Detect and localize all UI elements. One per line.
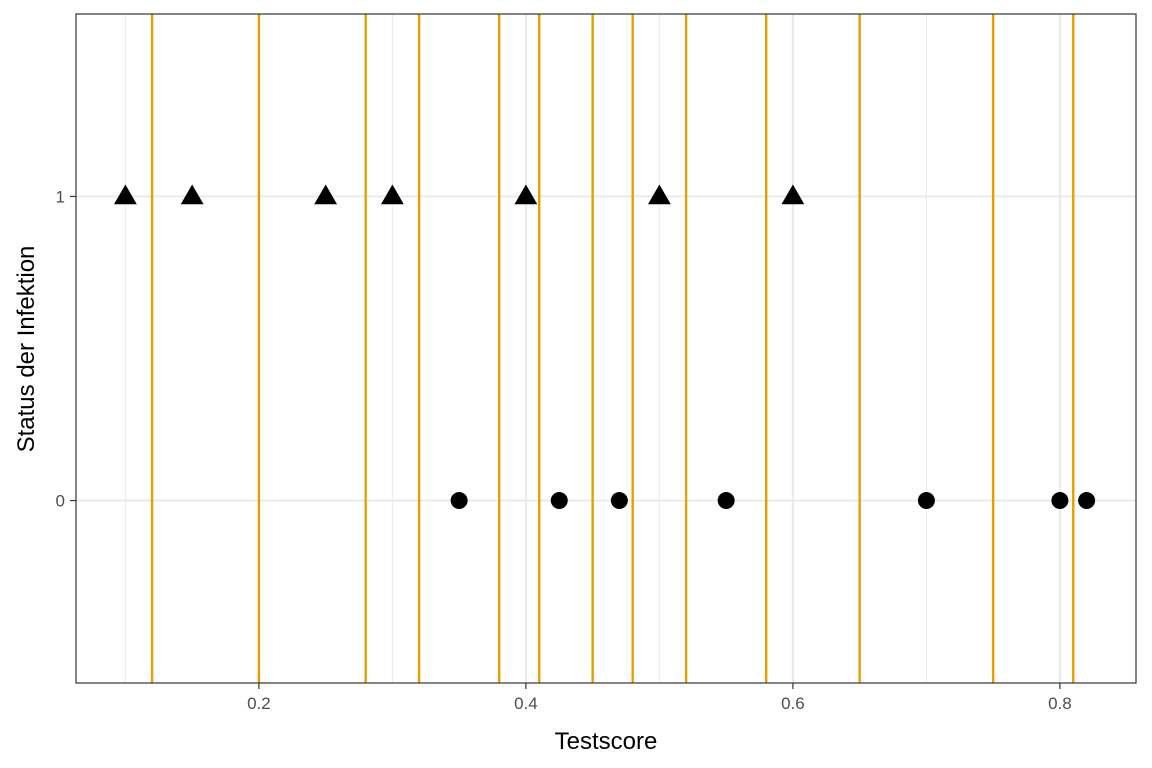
x-axis-title: Testscore xyxy=(555,728,658,755)
triangle-point xyxy=(180,184,204,205)
panel-background xyxy=(76,14,1136,683)
x-tick-label: 0.6 xyxy=(781,694,805,713)
circle-point xyxy=(610,492,628,510)
y-tick-label: 1 xyxy=(56,187,65,206)
x-tick-label: 0.8 xyxy=(1048,694,1072,713)
x-axis: 0.2 0.4 0.6 0.8 xyxy=(247,683,1072,713)
circle-point xyxy=(450,492,468,510)
triangle-point xyxy=(113,184,137,205)
data-points xyxy=(113,184,1096,510)
circle-point xyxy=(550,492,568,510)
circle-point xyxy=(717,492,735,510)
x-tick-label: 0.2 xyxy=(247,694,271,713)
circle-point xyxy=(1078,492,1096,510)
y-tick-label: 0 xyxy=(56,492,65,511)
major-gridlines xyxy=(76,14,1136,683)
triangle-point xyxy=(648,184,671,205)
circle-point xyxy=(1051,492,1069,510)
triangle-point xyxy=(781,184,805,205)
y-axis-title: Status der Infektion xyxy=(13,246,40,453)
circle-point xyxy=(917,492,935,510)
triangle-point xyxy=(514,184,538,205)
triangle-point xyxy=(380,184,404,205)
triangle-point xyxy=(314,184,338,205)
minor-gridlines xyxy=(124,14,927,683)
x-tick-label: 0.4 xyxy=(514,694,538,713)
y-axis: 01 xyxy=(56,187,76,511)
panel-border xyxy=(75,13,1137,684)
vertical-reference-lines xyxy=(150,14,1075,683)
